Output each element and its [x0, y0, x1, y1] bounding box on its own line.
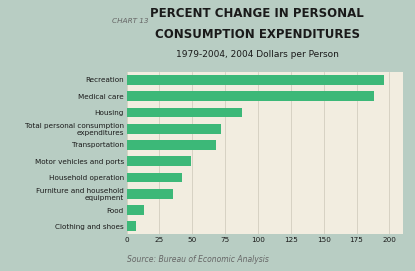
Bar — [127, 91, 374, 101]
Bar — [127, 205, 144, 215]
Bar — [127, 156, 191, 166]
Bar — [127, 140, 216, 150]
Bar — [127, 173, 182, 182]
Text: Source: Bureau of Economic Analysis: Source: Bureau of Economic Analysis — [127, 255, 269, 264]
Bar — [127, 75, 384, 85]
Bar — [127, 124, 221, 134]
Text: CONSUMPTION EXPENDITURES: CONSUMPTION EXPENDITURES — [155, 28, 360, 41]
Text: 1979-2004, 2004 Dollars per Person: 1979-2004, 2004 Dollars per Person — [176, 50, 339, 59]
Bar — [127, 189, 173, 199]
Text: PERCENT CHANGE IN PERSONAL: PERCENT CHANGE IN PERSONAL — [150, 7, 364, 20]
Bar — [127, 108, 242, 117]
Bar — [127, 221, 136, 231]
Text: CHART 13: CHART 13 — [112, 18, 149, 24]
